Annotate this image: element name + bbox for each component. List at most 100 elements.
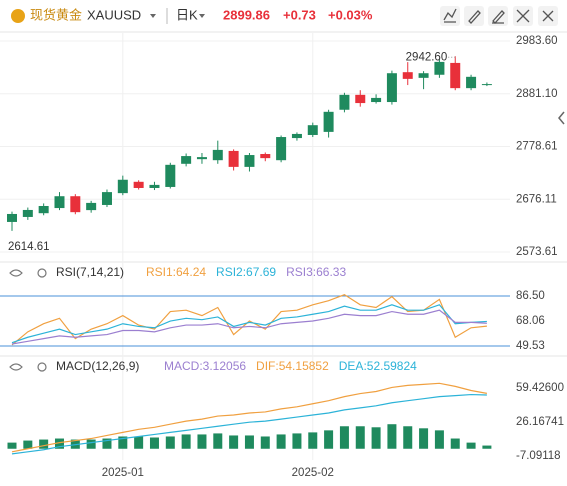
candle-body <box>196 157 207 160</box>
candle-body <box>133 181 144 188</box>
legend-entry: RSI1:64.24 <box>146 265 206 279</box>
legend-entry: RSI3:66.33 <box>286 265 346 279</box>
candle-body <box>54 196 65 209</box>
candle-body <box>434 61 445 75</box>
candle-body <box>481 84 492 86</box>
candle-body <box>86 202 97 211</box>
histogram-bar <box>419 428 429 449</box>
legend-entry: MACD:3.12056 <box>164 359 246 373</box>
histogram-bar <box>149 437 159 449</box>
y-tick-label: -7.09118 <box>516 450 561 462</box>
y-tick-label: 2573.61 <box>516 246 558 258</box>
dropdown-icon[interactable] <box>150 14 156 18</box>
histogram-bar <box>7 442 17 449</box>
rsi-line <box>11 293 487 346</box>
y-tick-label: 86.50 <box>516 290 545 302</box>
candle-body <box>466 76 477 89</box>
candle-body <box>165 164 176 187</box>
histogram-bar <box>39 439 49 449</box>
instrument-name: 现货黄金 <box>30 7 82 22</box>
gear-icon[interactable] <box>37 362 47 372</box>
candle-body <box>291 133 302 139</box>
y-tick-label: 59.42600 <box>516 382 564 394</box>
gear-icon[interactable] <box>37 268 47 278</box>
histogram-bar <box>197 434 207 449</box>
candle-body <box>260 154 271 159</box>
indicator-title: MACD(12,26,9) <box>56 359 139 373</box>
macd-line <box>11 393 487 455</box>
candle-body <box>339 94 350 110</box>
histogram-bar <box>244 435 254 449</box>
histogram-bar <box>308 432 318 449</box>
change-percent: +0.03% <box>328 7 373 22</box>
symbol[interactable]: XAUUSD <box>87 7 141 22</box>
histogram-bar <box>229 435 239 449</box>
price: 2899.86 <box>223 7 270 22</box>
candle-body <box>117 179 128 194</box>
histogram-bar <box>339 426 349 449</box>
low-annotation: 2614.61 <box>8 241 50 253</box>
histogram-bar <box>102 438 112 449</box>
panel-icons <box>9 268 47 372</box>
histogram-bar <box>324 430 334 449</box>
eye-icon[interactable] <box>9 269 23 277</box>
y-tick-label: 26.16741 <box>516 416 564 428</box>
histogram-bar <box>450 438 460 449</box>
histogram-bar <box>23 440 33 449</box>
histogram-bar <box>434 430 444 449</box>
indicator-icon[interactable] <box>443 8 457 23</box>
histogram-bar <box>86 439 96 449</box>
candle-body <box>371 97 382 103</box>
y-tick-label: 68.06 <box>516 315 545 327</box>
rsi-line <box>11 309 487 345</box>
candle-body <box>228 150 239 167</box>
legend-entry: DIF:54.15852 <box>256 359 329 373</box>
histogram-bar <box>355 426 365 449</box>
y-tick-label: 2676.11 <box>516 193 557 205</box>
candle-body <box>450 62 461 89</box>
candle-body <box>386 73 397 103</box>
y-tick-label: 2983.60 <box>516 35 558 47</box>
histogram-bar <box>292 433 302 449</box>
candle-body <box>22 209 33 217</box>
legend-entry: RSI2:67.69 <box>216 265 276 279</box>
histogram-bar <box>387 424 397 449</box>
candle-body <box>418 73 429 78</box>
toolbar <box>440 6 558 26</box>
candle-body <box>323 111 334 132</box>
indicator-button[interactable] <box>440 6 460 26</box>
histogram-bar <box>181 434 191 449</box>
eye-icon[interactable] <box>9 363 23 371</box>
histogram-bar <box>165 436 175 449</box>
close-icon[interactable] <box>542 10 554 22</box>
candle-body <box>38 205 49 214</box>
y-tick-label: 2881.10 <box>516 88 558 100</box>
period[interactable]: 日K <box>176 7 198 22</box>
legend-entry: DEA:52.59824 <box>339 359 417 373</box>
candle-body <box>276 137 287 161</box>
candle-body <box>7 213 17 222</box>
change: +0.73 <box>283 7 316 22</box>
pen-icon[interactable] <box>492 10 505 24</box>
candle-body <box>212 149 223 161</box>
histogram-bar <box>213 433 223 449</box>
y-tick-label: 2778.61 <box>516 141 558 153</box>
draw-icon[interactable] <box>468 10 481 24</box>
candle-body <box>355 94 366 104</box>
x-tick-label: 2025-01 <box>102 467 144 479</box>
histogram-bar <box>482 445 492 449</box>
histogram-bar <box>260 436 270 449</box>
indicator-title: RSI(7,14,21) <box>56 265 124 279</box>
candle-body <box>181 156 192 164</box>
histogram-bar <box>403 426 413 449</box>
expand-icon[interactable] <box>516 9 530 23</box>
high-annotation: 2942.60 <box>406 51 448 63</box>
x-tick-label: 2025-02 <box>292 467 334 479</box>
histogram-bar <box>276 434 286 449</box>
collapse-arrow[interactable] <box>558 111 565 125</box>
histogram-bar <box>118 436 128 449</box>
dropdown-icon[interactable] <box>199 14 205 18</box>
candle-body <box>307 125 318 135</box>
